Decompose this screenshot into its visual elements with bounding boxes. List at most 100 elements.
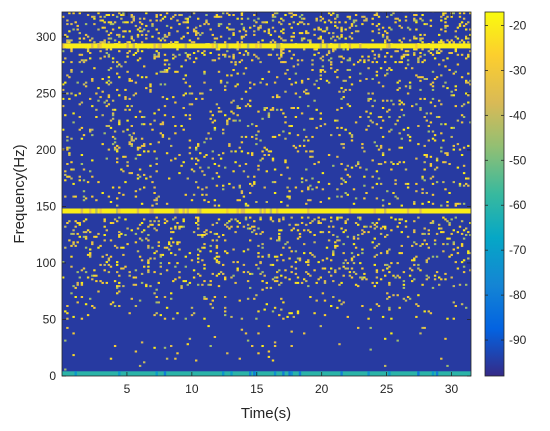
spectrogram-cell (165, 306, 169, 309)
spectrogram-cell (151, 181, 154, 184)
spectrogram-cell (240, 317, 244, 320)
spectrogram-cell (138, 237, 142, 240)
spectrogram-cell (278, 96, 281, 99)
spectrogram-cell (278, 239, 281, 242)
spectrogram-cell (72, 243, 75, 246)
spectrogram-cell (406, 235, 410, 238)
spectrogram-cell (122, 21, 125, 24)
spectrogram-cell (344, 229, 347, 232)
spectrogram-cell (163, 222, 167, 225)
spectrogram-cell (205, 19, 208, 22)
spectrogram-cell (386, 99, 389, 102)
spectrogram-cell (170, 144, 173, 147)
spectrogram-cell (427, 139, 430, 142)
spectrogram-cell (161, 121, 165, 124)
spectrogram-cell (404, 19, 408, 22)
spectrogram-cell (342, 79, 345, 82)
spectrogram-cell (332, 48, 335, 51)
spectrogram-cell (253, 19, 256, 22)
spectrogram-cell (62, 50, 65, 53)
spectrogram-cell (390, 14, 393, 17)
spectrogram-cell (197, 272, 200, 275)
spectrogram-cell (346, 173, 349, 176)
spectrogram-cell (116, 150, 119, 153)
spectrogram-cell (298, 257, 302, 260)
spectrogram-cell (379, 144, 383, 147)
spectrogram-cell (332, 296, 335, 299)
spectrogram-cell (290, 312, 293, 315)
spectrogram-cell (153, 346, 156, 349)
spectrogram-cell (417, 294, 420, 297)
spectrogram-cell (76, 283, 79, 286)
spectrogram-cell (280, 61, 283, 64)
spectrogram-cell (348, 57, 352, 60)
spectrogram-cell (176, 70, 179, 73)
spectrogram-cell (155, 250, 158, 253)
tonal-line-gap (91, 43, 94, 49)
spectrogram-cell (402, 271, 406, 274)
spectrogram-cell (163, 69, 167, 72)
spectrogram-cell (381, 99, 385, 102)
spectrogram-cell (211, 239, 214, 242)
spectrogram-cell (388, 306, 391, 309)
spectrogram-cell (197, 143, 200, 146)
spectrogram-cell (249, 81, 252, 84)
spectrogram-cell (381, 107, 385, 110)
spectrogram-cell (375, 170, 379, 173)
spectrogram-cell (404, 299, 408, 302)
spectrogram-cell (423, 53, 426, 56)
spectrogram-cell (402, 103, 406, 106)
spectrogram-cell (186, 343, 189, 346)
spectrogram-cell (300, 181, 304, 184)
spectrogram-cell (350, 134, 354, 137)
spectrogram-cell (155, 55, 158, 58)
spectrogram-cell (371, 222, 374, 225)
spectrogram-cell (375, 281, 379, 284)
spectrogram-cell (182, 280, 185, 283)
spectrogram-cell (394, 21, 397, 24)
spectrogram-cell (128, 271, 131, 274)
spectrogram-cell (396, 262, 399, 265)
spectrogram-cell (244, 90, 248, 93)
spectrogram-cell (234, 231, 237, 234)
spectrogram-cell (118, 281, 121, 284)
spectrogram-cell (269, 41, 273, 44)
spectrogram-cell (421, 192, 424, 195)
spectrogram-cell (182, 128, 185, 131)
spectrogram-cell (132, 19, 135, 22)
spectrogram-cell (467, 250, 470, 253)
spectrogram-cell (86, 314, 90, 317)
spectrogram-cell (342, 146, 345, 149)
spectrogram-cell (429, 222, 433, 225)
spectrogram-cell (271, 14, 275, 17)
spectrogram-cell (454, 202, 457, 205)
spectrogram-cell (132, 276, 135, 279)
spectrogram-cell (290, 125, 293, 128)
spectrogram-cell (284, 14, 287, 17)
spectrogram-cell (419, 52, 422, 55)
spectrogram-cell (319, 70, 322, 73)
spectrogram-cell (240, 135, 244, 138)
spectrogram-cell (116, 261, 119, 264)
spectrogram-cell (136, 173, 140, 176)
spectrogram-cell (134, 283, 138, 286)
spectrogram-cell (440, 103, 443, 106)
spectrogram-cell (415, 21, 418, 24)
spectrogram-cell (456, 246, 460, 249)
spectrogram-cell (130, 105, 133, 108)
spectrogram-cell (369, 119, 372, 122)
spectrogram-cell (300, 17, 304, 20)
spectrogram-cell (334, 70, 337, 73)
spectrogram-cell (288, 78, 291, 81)
spectrogram-cell (155, 229, 158, 232)
spectrogram-cell (440, 357, 443, 360)
spectrogram-cell (213, 163, 217, 166)
spectrogram-cell (91, 134, 94, 137)
spectrogram-cell (400, 108, 403, 111)
spectrogram-cell (232, 32, 235, 35)
spectrogram-cell (80, 296, 84, 299)
spectrogram-cell (203, 317, 206, 320)
spectrogram-cell (72, 121, 75, 124)
spectrogram-cell (70, 39, 73, 42)
tonal-line-gap (236, 208, 239, 214)
